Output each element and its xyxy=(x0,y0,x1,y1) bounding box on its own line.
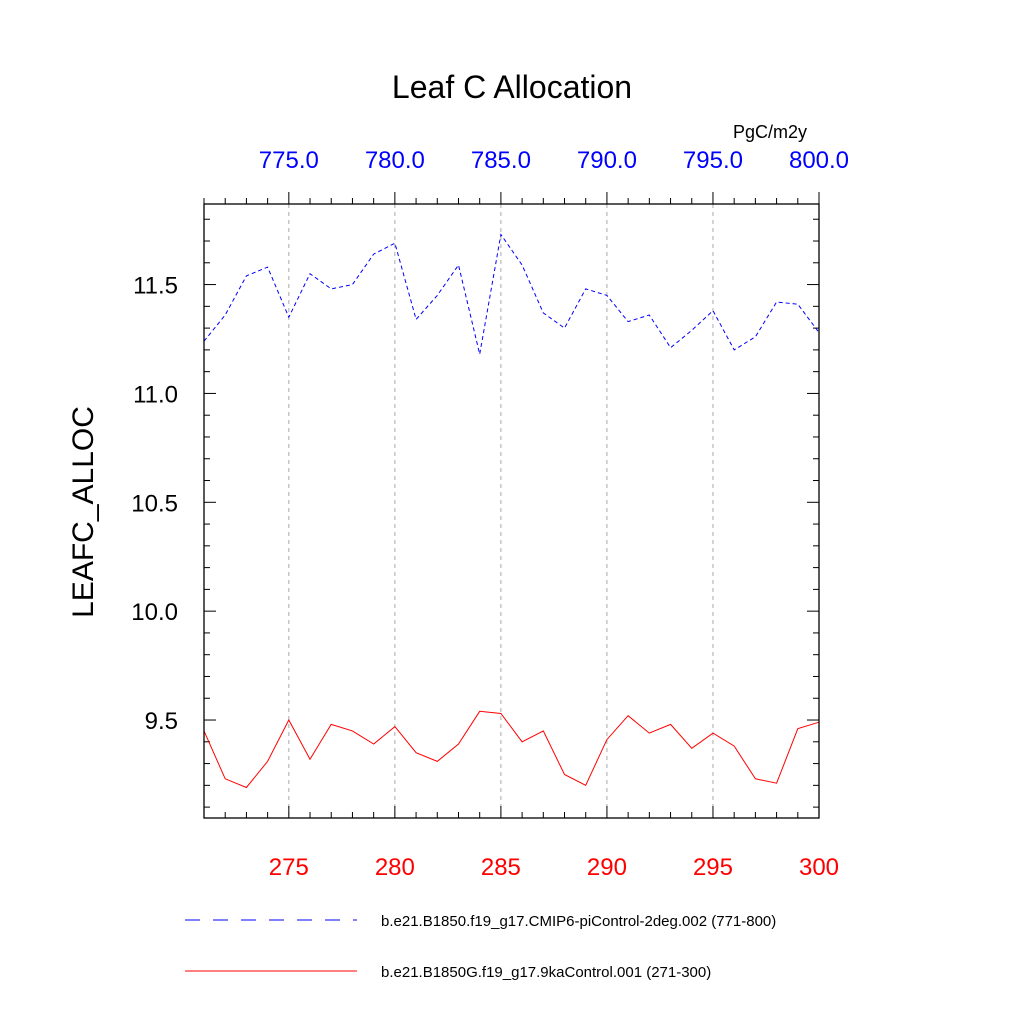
legend-label-1: b.e21.B1850G.f19_g17.9kaControl.001 (271… xyxy=(381,964,711,981)
chart-title: Leaf C Allocation xyxy=(392,69,632,105)
bottom-tick-label: 295 xyxy=(693,854,733,881)
top-tick-label: 775.0 xyxy=(259,147,319,174)
y-tick-label: 9.5 xyxy=(145,708,178,735)
top-tick-label: 785.0 xyxy=(471,147,531,174)
series-line-0 xyxy=(203,233,820,355)
y-tick-label: 10.5 xyxy=(131,490,178,517)
tick-labels: 275 280 285 290 295 300 775.0 780.0 785.0 790.0 79… xyxy=(131,147,849,881)
plot-frame xyxy=(203,203,820,819)
bottom-tick-label: 280 xyxy=(375,854,415,881)
legend: b.e21.B1850.f19_g17.CMIP6-piControl-2deg… xyxy=(185,913,776,981)
y-tick-label: 11.0 xyxy=(133,381,178,408)
y-axis-label: LEAFC_ALLOC xyxy=(67,406,100,618)
top-tick-label: 780.0 xyxy=(365,147,425,174)
bottom-tick-label: 290 xyxy=(587,854,627,881)
bottom-tick-label: 285 xyxy=(481,854,521,881)
series-line-1 xyxy=(203,710,820,789)
y-tick-label: 11.5 xyxy=(133,273,178,300)
axis-ticks xyxy=(203,192,820,818)
units-label: PgC/m2y xyxy=(733,122,807,142)
y-tick-label: 10.0 xyxy=(131,599,178,626)
top-tick-label: 795.0 xyxy=(683,147,743,174)
bottom-tick-label: 300 xyxy=(799,854,839,881)
bottom-tick-label: 275 xyxy=(269,854,309,881)
top-tick-label: 790.0 xyxy=(577,147,637,174)
legend-label-0: b.e21.B1850.f19_g17.CMIP6-piControl-2deg… xyxy=(381,913,776,930)
top-tick-label: 800.0 xyxy=(789,147,849,174)
grid-lines xyxy=(288,204,714,818)
series-lines xyxy=(203,233,820,789)
